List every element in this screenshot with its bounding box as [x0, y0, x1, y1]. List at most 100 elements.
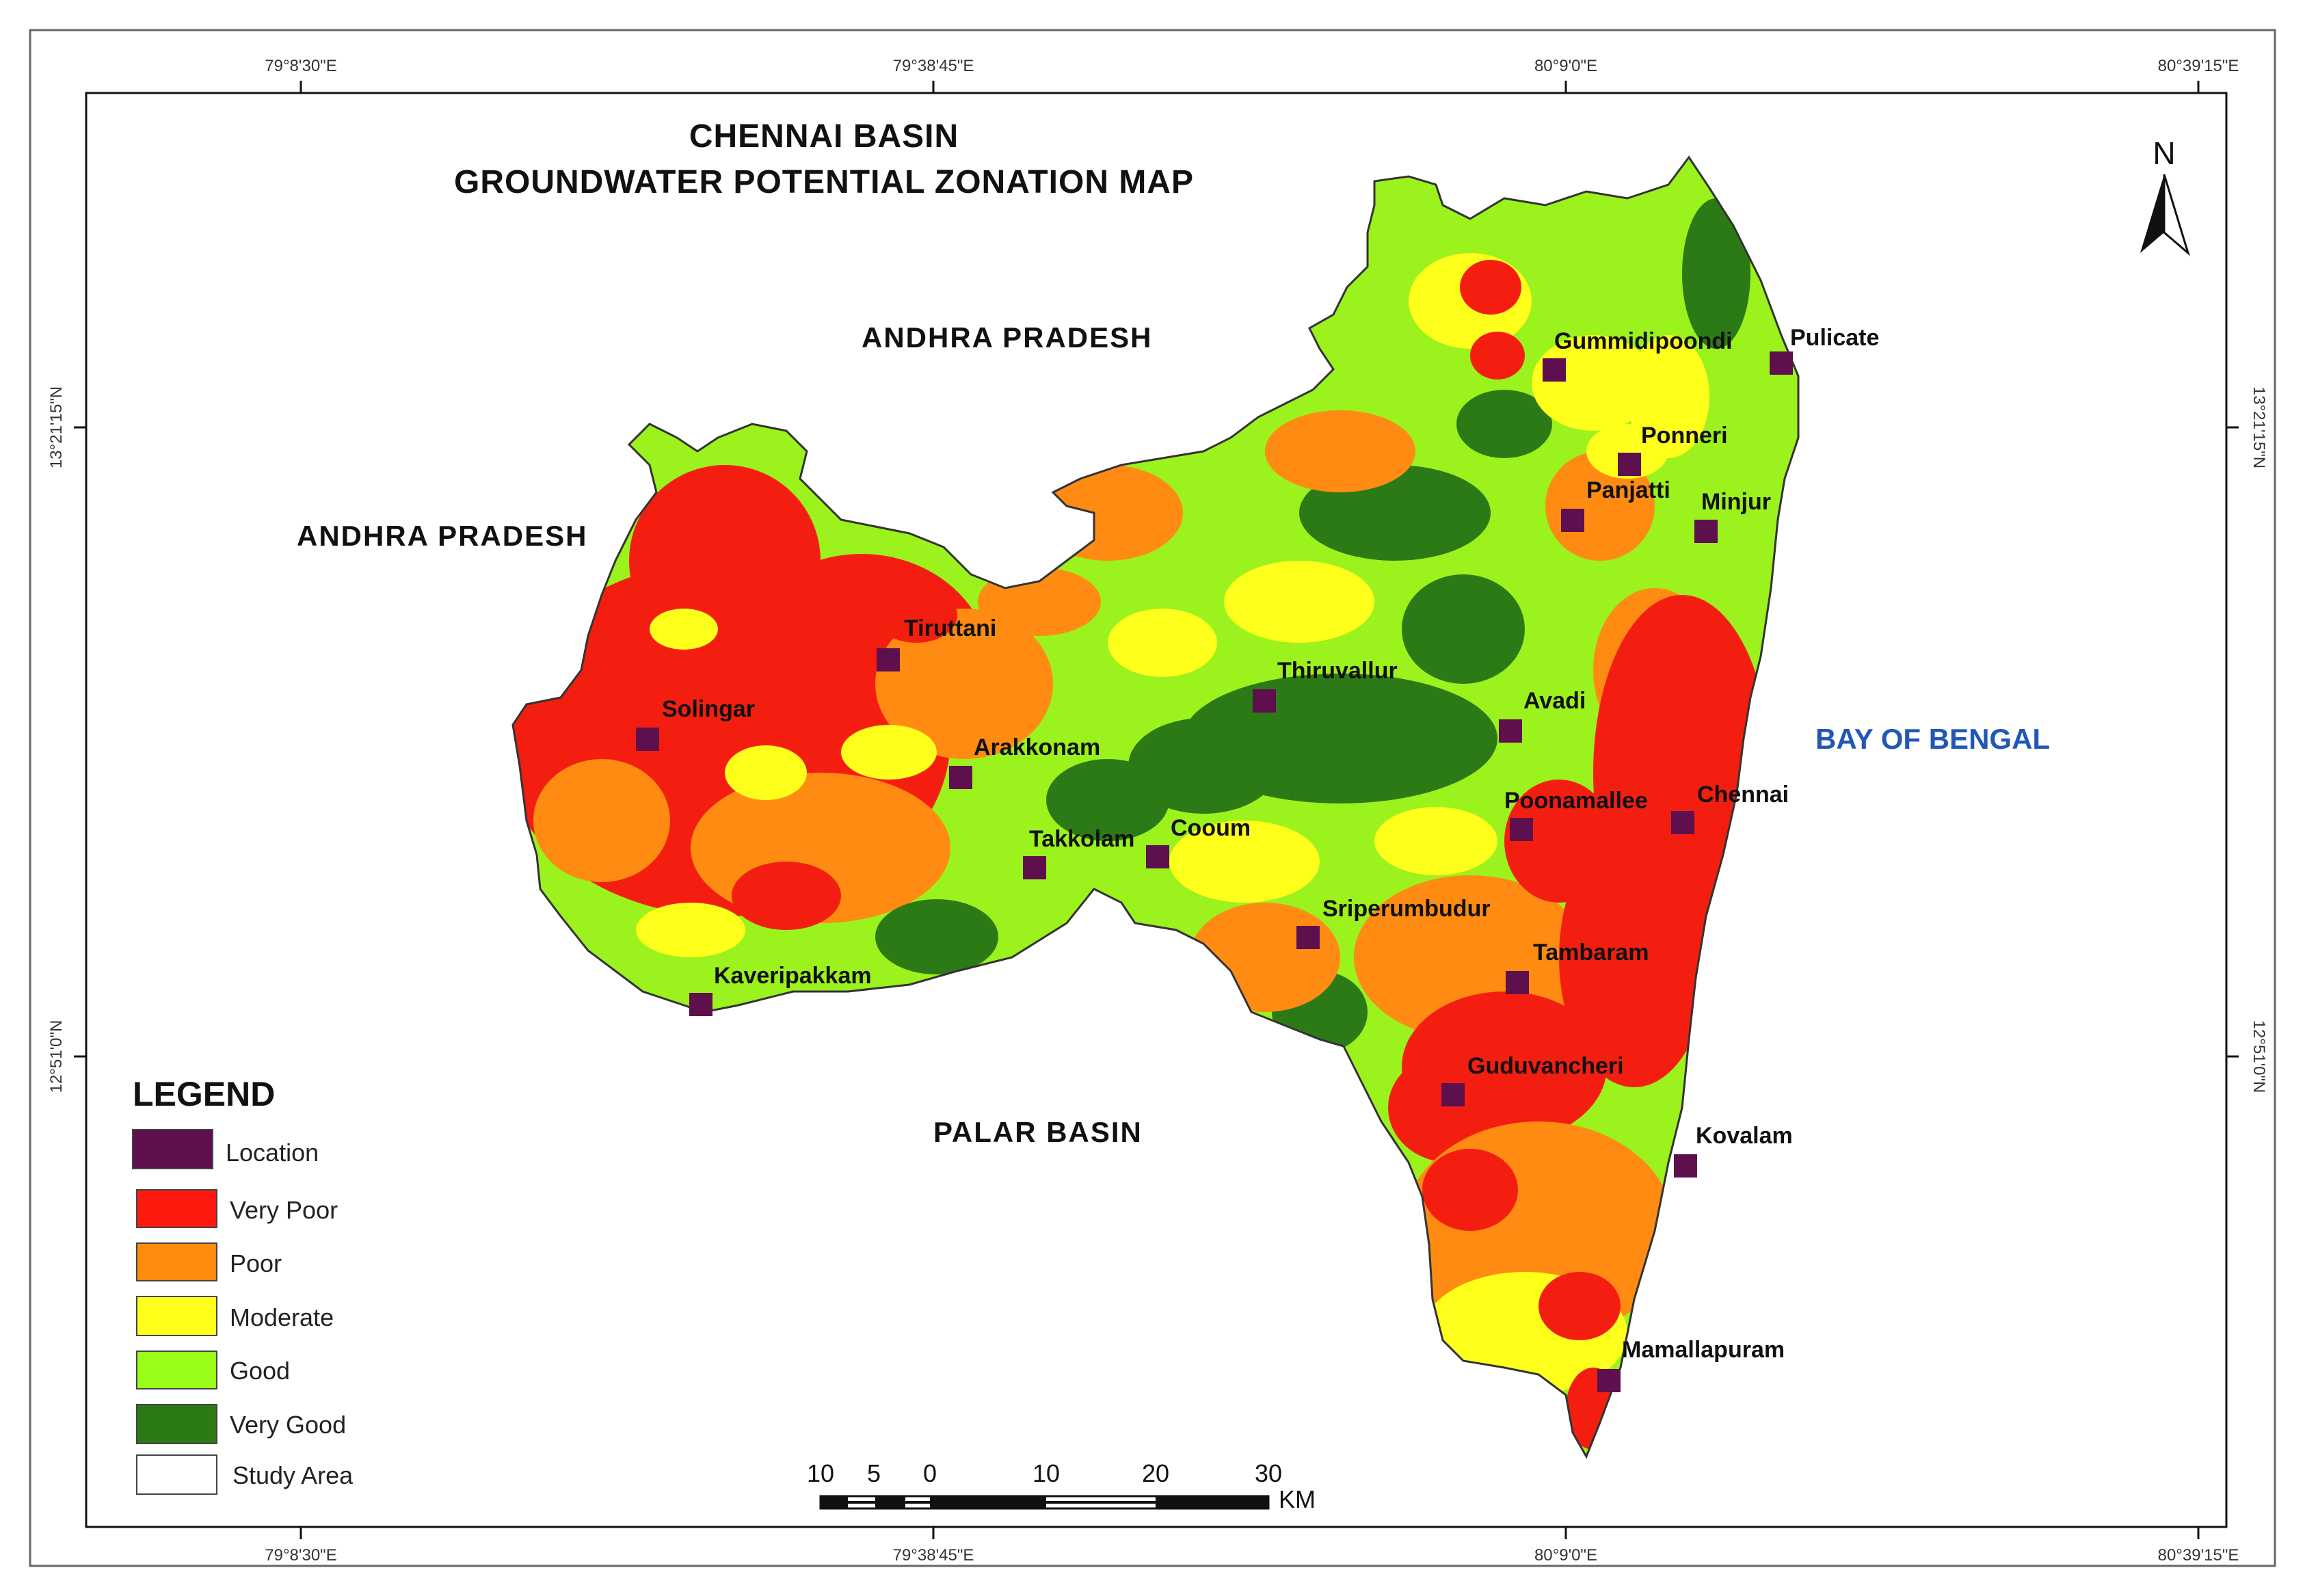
location-label: Pulicate [1790, 325, 1879, 351]
scale-label-30: 30 [1255, 1459, 1282, 1487]
scale-label-20: 20 [1142, 1459, 1169, 1487]
location-marker [1543, 358, 1566, 382]
location-marker [949, 766, 972, 789]
location-arakkonam: Arakkonam [949, 734, 1100, 789]
location-kaveripakkam: Kaveripakkam [689, 963, 872, 1016]
legend-label: Location [226, 1139, 319, 1167]
legend-item-study-area: Study Area [136, 1454, 354, 1495]
location-label: Arakkonam [974, 734, 1100, 760]
location-marker [636, 728, 659, 751]
location-label: Avadi [1523, 688, 1586, 714]
location-marker [1618, 453, 1641, 476]
location-label: Takkolam [1029, 826, 1134, 852]
location-marker [1253, 689, 1276, 713]
graticule-labels-bottom: 79°8'30"E 79°38'45"E 80°9'0"E 80°39'15"E [265, 1546, 2239, 1565]
legend-swatch [136, 1189, 217, 1228]
lat-label-left-1: 13°21'15"N [47, 386, 66, 468]
region-label-andhra-west: ANDHRA PRADESH [297, 520, 587, 552]
location-marker [1561, 509, 1584, 532]
location-tiruttani: Tiruttani [877, 615, 996, 671]
legend-label: Moderate [230, 1303, 334, 1331]
location-label: Poonamallee [1504, 788, 1648, 814]
location-mamallapuram: Mamallapuram [1597, 1337, 1785, 1392]
graticule-labels-top: 79°8'30"E 79°38'45"E 80°9'0"E 80°39'15"E [265, 57, 2239, 75]
legend-swatch [136, 1351, 217, 1389]
location-label: Minjur [1701, 489, 1771, 515]
legend-item-good: Good [136, 1351, 290, 1389]
graticule-labels-left: 13°21'15"N 12°51'0"N [47, 386, 66, 1093]
location-marker [1506, 971, 1529, 994]
legend-label: Poor [230, 1249, 282, 1277]
legend-item-moderate: Moderate [136, 1296, 334, 1336]
location-marker [1441, 1083, 1465, 1106]
graticule-labels-right: 13°21'15"N 12°51'0"N [2250, 386, 2268, 1093]
location-label: Cooum [1171, 815, 1251, 841]
lon-label-bottom-4: 80°39'15"E [2158, 1546, 2239, 1565]
location-label: Sriperumbudur [1322, 896, 1491, 922]
location-panjatti: Panjatti [1561, 477, 1670, 532]
scale-label-0: 0 [923, 1459, 937, 1487]
zone-moderate-north [1108, 335, 1709, 677]
basin-outline [511, 155, 1800, 1459]
location-marker [1674, 1154, 1697, 1178]
scale-label-10: 10 [1032, 1459, 1060, 1487]
lon-label-bottom-2: 79°38'45"E [893, 1546, 974, 1565]
location-marker [1694, 520, 1718, 543]
region-label-bay-of-bengal: BAY OF BENGAL [1815, 723, 2050, 755]
location-marker [689, 993, 712, 1016]
lon-label-bottom-3: 80°9'0"E [1534, 1546, 1597, 1565]
graticule-ticks [74, 81, 2239, 1539]
zone-very-poor-speckles-west [602, 588, 957, 930]
location-marker [1499, 719, 1522, 743]
zone-poor-west [533, 465, 1183, 923]
lat-label-right-1: 13°21'15"N [2250, 386, 2268, 468]
location-guduvancheri: Guduvancheri [1441, 1053, 1624, 1106]
north-arrow-icon-outline [2163, 174, 2190, 256]
legend-label: Study Area [232, 1461, 354, 1489]
scale-mid-line [821, 1501, 1268, 1504]
lon-label-top-2: 79°38'45"E [893, 57, 974, 75]
location-marker [1023, 856, 1046, 879]
lat-label-left-2: 12°51'0"N [47, 1020, 66, 1093]
lon-label-bottom-1: 79°8'30"E [265, 1546, 336, 1565]
location-kovalam: Kovalam [1674, 1123, 1793, 1178]
north-arrow: N [2140, 135, 2190, 256]
location-label: Solingar [662, 696, 755, 722]
legend-title: LEGEND [133, 1075, 275, 1113]
location-cooum: Cooum [1146, 815, 1251, 868]
scale-label-5: 5 [867, 1459, 881, 1487]
location-label: Kaveripakkam [714, 963, 872, 989]
location-label: Thiruvallur [1277, 658, 1398, 684]
location-gummidipoondi: Gummidipoondi [1543, 328, 1733, 382]
region-label-andhra-north: ANDHRA PRADESH [862, 321, 1152, 354]
scale-label-10-left: 10 [807, 1459, 834, 1487]
location-marker [1296, 926, 1320, 949]
lon-label-top-3: 80°9'0"E [1534, 57, 1597, 75]
lon-label-top-4: 80°39'15"E [2158, 57, 2239, 75]
location-minjur: Minjur [1694, 489, 1771, 543]
location-label: Tiruttani [904, 615, 996, 641]
legend-swatch [136, 1242, 217, 1281]
legend-label: Very Good [230, 1411, 346, 1439]
zone-moderate-west [636, 609, 937, 957]
location-label: Tambaram [1533, 940, 1649, 966]
location-poonamallee: Poonamallee [1504, 788, 1648, 841]
location-label: Ponneri [1641, 423, 1728, 449]
legend-item-very-good: Very Good [136, 1404, 346, 1444]
lat-label-right-2: 12°51'0"N [2250, 1020, 2268, 1093]
location-marker [1146, 845, 1169, 868]
scale-bar: 10 5 0 10 20 30 KM [807, 1459, 1316, 1513]
location-label: Guduvancheri [1467, 1053, 1624, 1079]
location-solingar: Solingar [636, 696, 755, 751]
location-label: Gummidipoondi [1554, 328, 1733, 354]
legend-label: Very Poor [230, 1196, 338, 1224]
location-marker [1671, 811, 1694, 834]
scale-unit: KM [1279, 1485, 1316, 1513]
location-chennai: Chennai [1671, 782, 1789, 834]
location-avadi: Avadi [1499, 688, 1586, 743]
location-ponneri: Ponneri [1618, 423, 1728, 476]
location-marker [877, 648, 900, 671]
map-title-line1: CHENNAI BASIN [689, 118, 959, 155]
location-takkolam: Takkolam [1023, 826, 1134, 879]
